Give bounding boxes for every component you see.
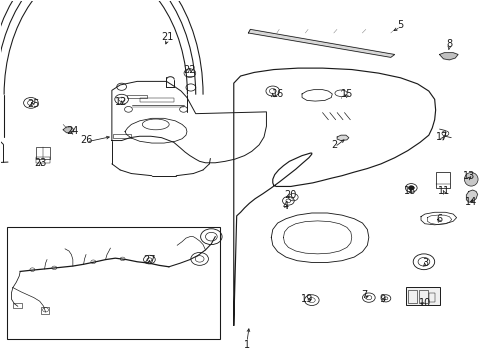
Text: 21: 21 [161, 32, 173, 42]
Text: 17: 17 [435, 132, 447, 142]
Bar [36, 157, 50, 163]
Circle shape [407, 186, 413, 190]
Text: 16: 16 [271, 89, 283, 99]
Bar [418, 290, 427, 303]
Text: 27: 27 [143, 255, 155, 265]
Text: 2: 2 [331, 140, 337, 150]
Text: 6: 6 [436, 215, 442, 224]
Polygon shape [336, 135, 348, 140]
Text: 19: 19 [300, 294, 312, 304]
Text: 1: 1 [244, 340, 249, 350]
Bar [113, 134, 131, 138]
Bar [428, 293, 434, 302]
Polygon shape [439, 53, 457, 60]
Text: 10: 10 [418, 298, 430, 308]
Text: 8: 8 [446, 40, 451, 49]
Polygon shape [248, 30, 394, 57]
Text: 13: 13 [462, 171, 474, 181]
Bar [435, 172, 449, 188]
Text: 20: 20 [284, 190, 296, 200]
Polygon shape [466, 190, 477, 202]
Bar [13, 303, 22, 309]
Text: 11: 11 [437, 186, 449, 196]
Bar [406, 287, 439, 305]
Ellipse shape [464, 172, 477, 186]
Text: 24: 24 [66, 126, 79, 135]
Bar [407, 290, 416, 303]
Text: 26: 26 [80, 135, 92, 145]
Bar [127, 95, 147, 98]
Bar [36, 147, 50, 159]
Text: 12: 12 [115, 97, 127, 107]
Text: 15: 15 [340, 89, 352, 99]
Text: 7: 7 [360, 291, 366, 301]
Text: 14: 14 [464, 197, 476, 207]
Text: 4: 4 [282, 201, 288, 211]
Text: 23: 23 [35, 158, 47, 168]
Text: 25: 25 [27, 99, 40, 109]
Text: 3: 3 [421, 258, 427, 268]
Text: 22: 22 [183, 64, 196, 75]
Text: 18: 18 [404, 186, 416, 197]
Text: 9: 9 [378, 294, 384, 304]
Bar [6, 226, 220, 338]
Bar [140, 98, 173, 102]
Bar [41, 307, 49, 315]
Text: 5: 5 [397, 20, 403, 30]
Polygon shape [63, 127, 74, 133]
